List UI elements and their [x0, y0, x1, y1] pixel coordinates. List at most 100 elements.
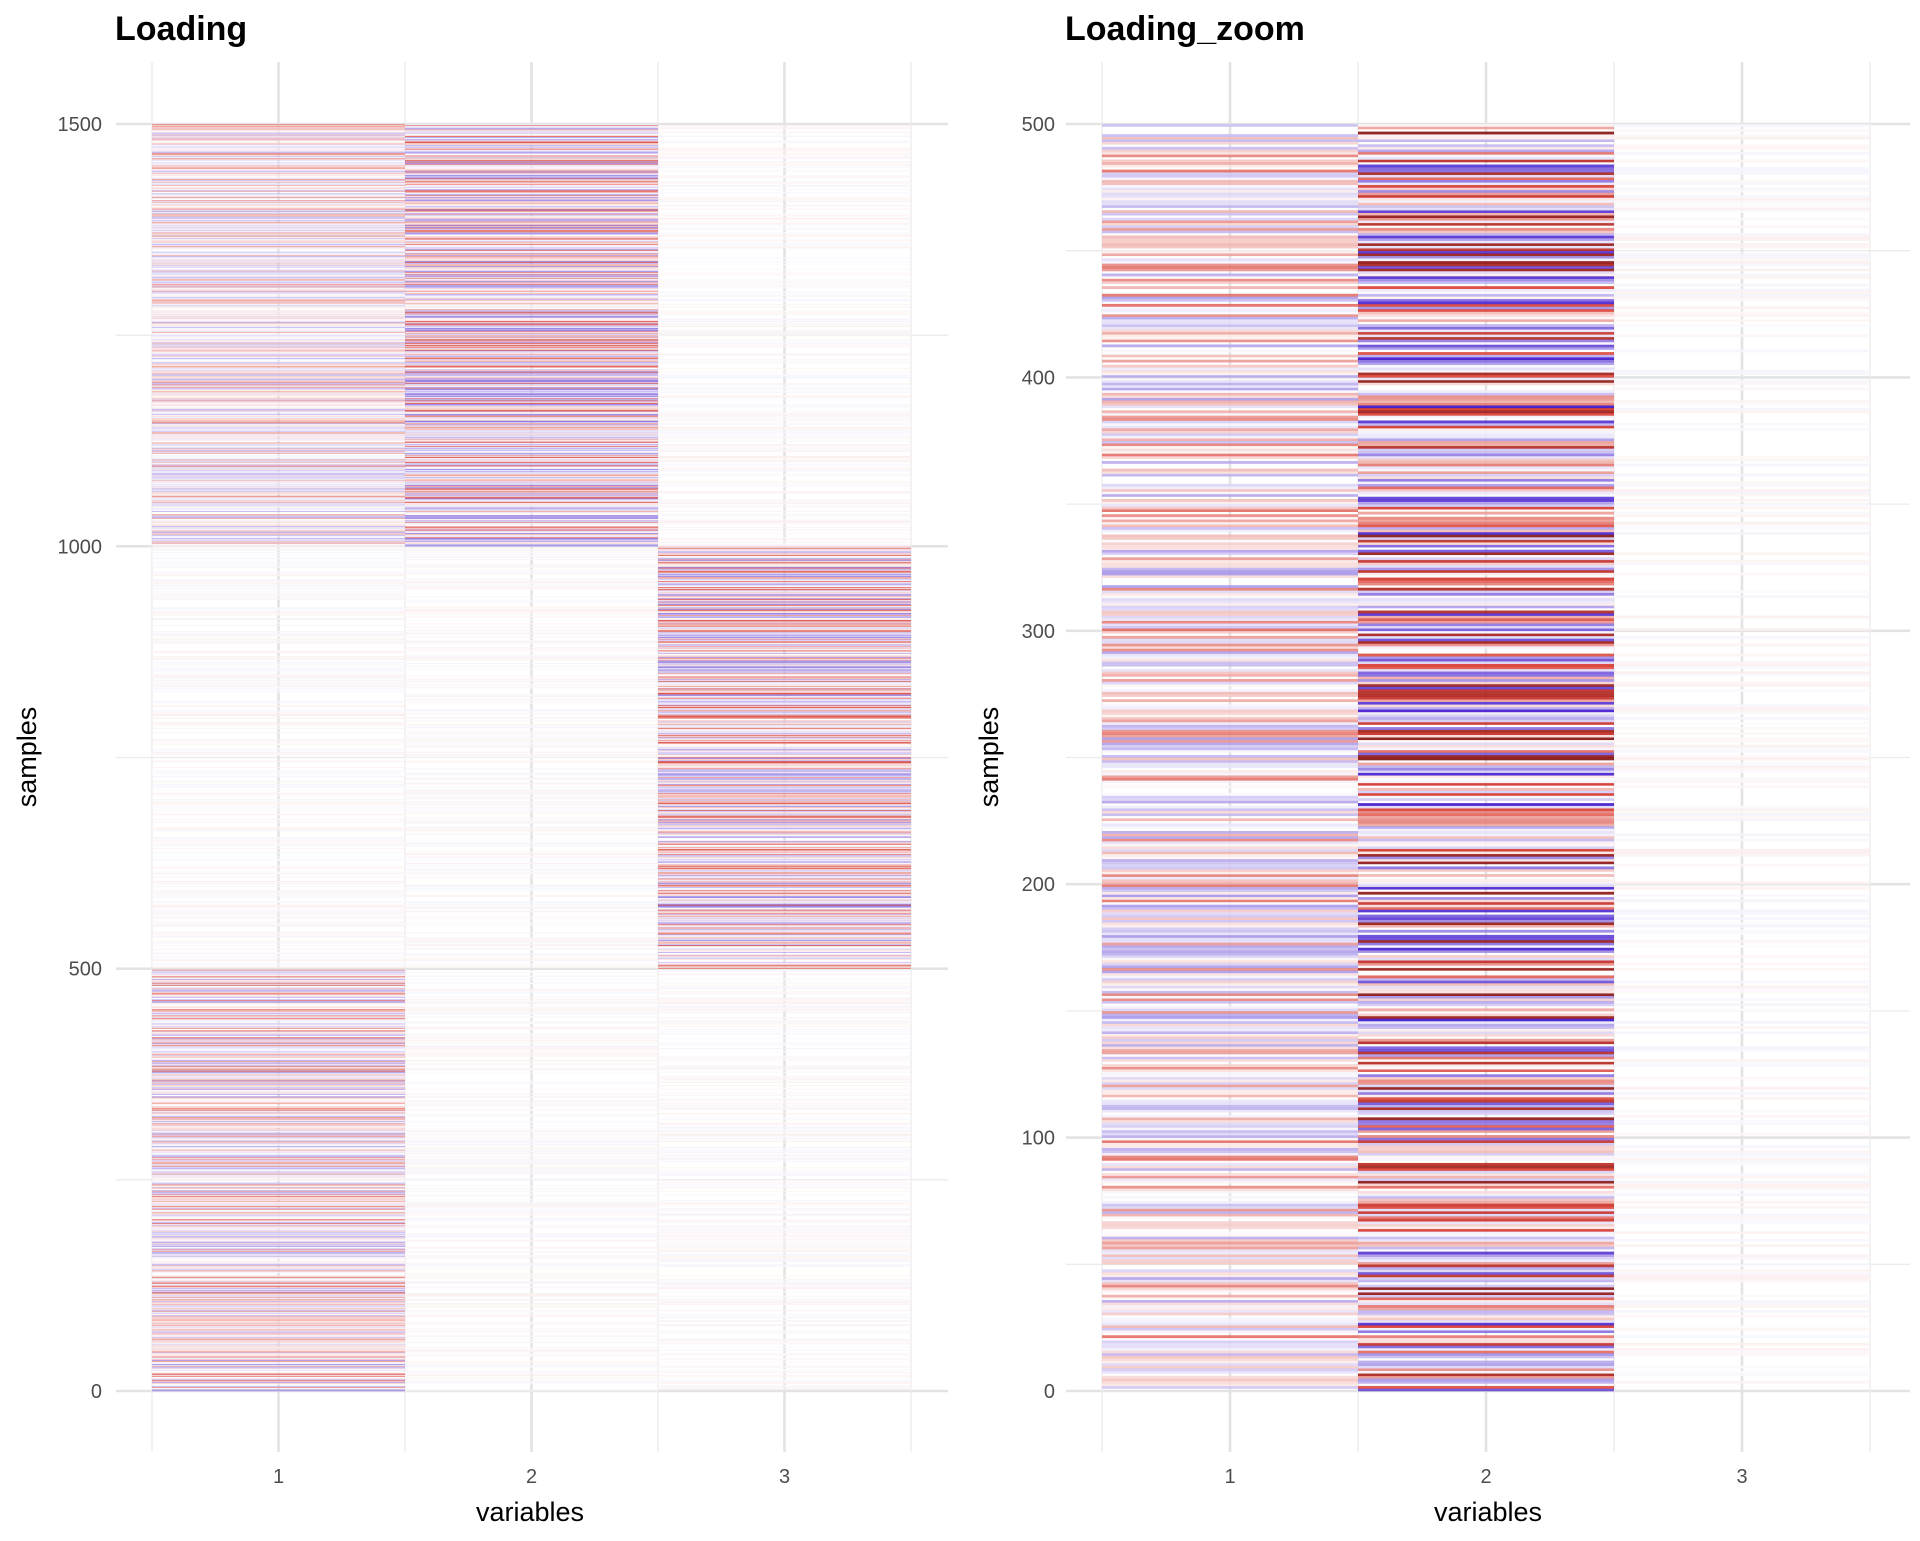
heatmap-cell — [405, 846, 658, 848]
heatmap-cell — [152, 836, 405, 839]
heatmap-cell — [405, 450, 658, 453]
heatmap-cell — [152, 642, 405, 644]
heatmap-cell — [152, 157, 405, 159]
heatmap-cell — [1102, 265, 1358, 269]
heatmap-cell — [1102, 1340, 1358, 1344]
heatmap-cell — [152, 972, 405, 975]
heatmap-cell — [152, 1133, 405, 1135]
heatmap-cell — [1102, 1312, 1358, 1316]
heatmap-cell — [658, 936, 911, 938]
heatmap-cell — [1358, 549, 1614, 553]
heatmap-cell — [658, 903, 911, 905]
heatmap-cell — [405, 351, 658, 353]
heatmap-cell — [658, 1119, 911, 1121]
heatmap-cell — [405, 651, 658, 653]
heatmap-cell — [405, 537, 658, 539]
heatmap-cell — [658, 690, 911, 692]
heatmap-cell — [152, 459, 405, 461]
heatmap-cell — [405, 975, 658, 977]
heatmap-cell — [405, 276, 658, 278]
heatmap-cell — [658, 1240, 911, 1242]
heatmap-cell — [1102, 1342, 1358, 1346]
heatmap-cell — [1102, 557, 1358, 561]
y-tick-label: 1000 — [58, 536, 103, 558]
heatmap-cell — [405, 744, 658, 746]
heatmap-cell — [1102, 1360, 1358, 1364]
heatmap-cell — [658, 820, 911, 822]
heatmap-cell — [152, 1367, 405, 1369]
heatmap-cell — [405, 200, 658, 202]
heatmap-cell — [405, 548, 658, 551]
heatmap-cell — [405, 1378, 658, 1380]
heatmap-cell — [658, 714, 911, 716]
heatmap-cell — [1102, 1269, 1358, 1273]
heatmap-cell — [658, 827, 911, 829]
heatmap-cell — [658, 733, 911, 735]
heatmap-cell — [658, 720, 911, 722]
heatmap-cell — [1102, 914, 1358, 918]
heatmap-cell — [658, 200, 911, 203]
heatmap-cell — [405, 842, 658, 844]
heatmap-cell — [1358, 1091, 1614, 1095]
heatmap-cell — [1614, 172, 1870, 175]
heatmap-cell — [1102, 866, 1358, 870]
heatmap-cell — [405, 201, 658, 203]
heatmap-cell — [405, 345, 658, 347]
heatmap-cell — [152, 973, 405, 975]
heatmap-cell — [1358, 957, 1614, 961]
heatmap-cell — [1102, 400, 1358, 404]
heatmap-cell — [1102, 858, 1358, 862]
heatmap-cell — [1614, 739, 1870, 743]
heatmap-cell — [658, 857, 911, 859]
heatmap-cell — [658, 642, 911, 644]
heatmap-cell — [658, 1020, 911, 1022]
heatmap-cell — [405, 1163, 658, 1165]
heatmap-cell — [405, 503, 658, 505]
heatmap-cell — [405, 1190, 658, 1192]
heatmap-cell — [1102, 501, 1358, 505]
heatmap-cell — [1614, 423, 1870, 426]
heatmap-cell — [658, 704, 911, 706]
heatmap-cell — [405, 1255, 658, 1257]
heatmap-cell — [658, 662, 911, 664]
heatmap-cell — [152, 1312, 405, 1314]
heatmap-cell — [658, 655, 911, 657]
heatmap-cell — [658, 625, 911, 627]
heatmap-cell — [658, 450, 911, 452]
heatmap-cell — [1358, 1150, 1614, 1154]
heatmap-cell — [152, 397, 405, 399]
heatmap-cell — [152, 480, 405, 482]
heatmap-cell — [405, 495, 658, 497]
heatmap-cell — [1358, 463, 1614, 467]
heatmap-cell — [658, 292, 911, 294]
heatmap-cell — [152, 1177, 405, 1179]
heatmap-cell — [1358, 572, 1614, 576]
heatmap-cell — [1358, 473, 1614, 477]
heatmap-cell — [1358, 625, 1614, 629]
heatmap-cell — [1358, 676, 1614, 680]
heatmap-cell — [658, 831, 911, 833]
heatmap-cell — [1102, 1071, 1358, 1075]
heatmap-cell — [152, 309, 405, 311]
heatmap-cell — [152, 530, 405, 532]
heatmap-cell — [152, 803, 405, 806]
heatmap-cell — [658, 588, 911, 590]
heatmap-cell — [658, 565, 911, 567]
heatmap-cell — [1102, 336, 1358, 340]
heatmap-cell — [1358, 620, 1614, 624]
heatmap-cell — [405, 523, 658, 525]
heatmap-cell — [152, 374, 405, 376]
heatmap-cell — [1614, 595, 1870, 599]
heatmap-cell — [1358, 955, 1614, 958]
heatmap-cell — [658, 787, 911, 789]
heatmap-cell — [1358, 605, 1614, 609]
x-tick-label: 2 — [526, 1466, 537, 1488]
heatmap-cell — [1614, 909, 1870, 913]
heatmap-cell — [405, 238, 658, 240]
heatmap-cell — [152, 1205, 405, 1207]
heatmap-cell — [405, 1365, 658, 1367]
heatmap-cell — [152, 136, 405, 138]
heatmap-cell — [658, 783, 911, 785]
heatmap-cell — [152, 686, 405, 688]
heatmap-cell — [152, 398, 405, 400]
